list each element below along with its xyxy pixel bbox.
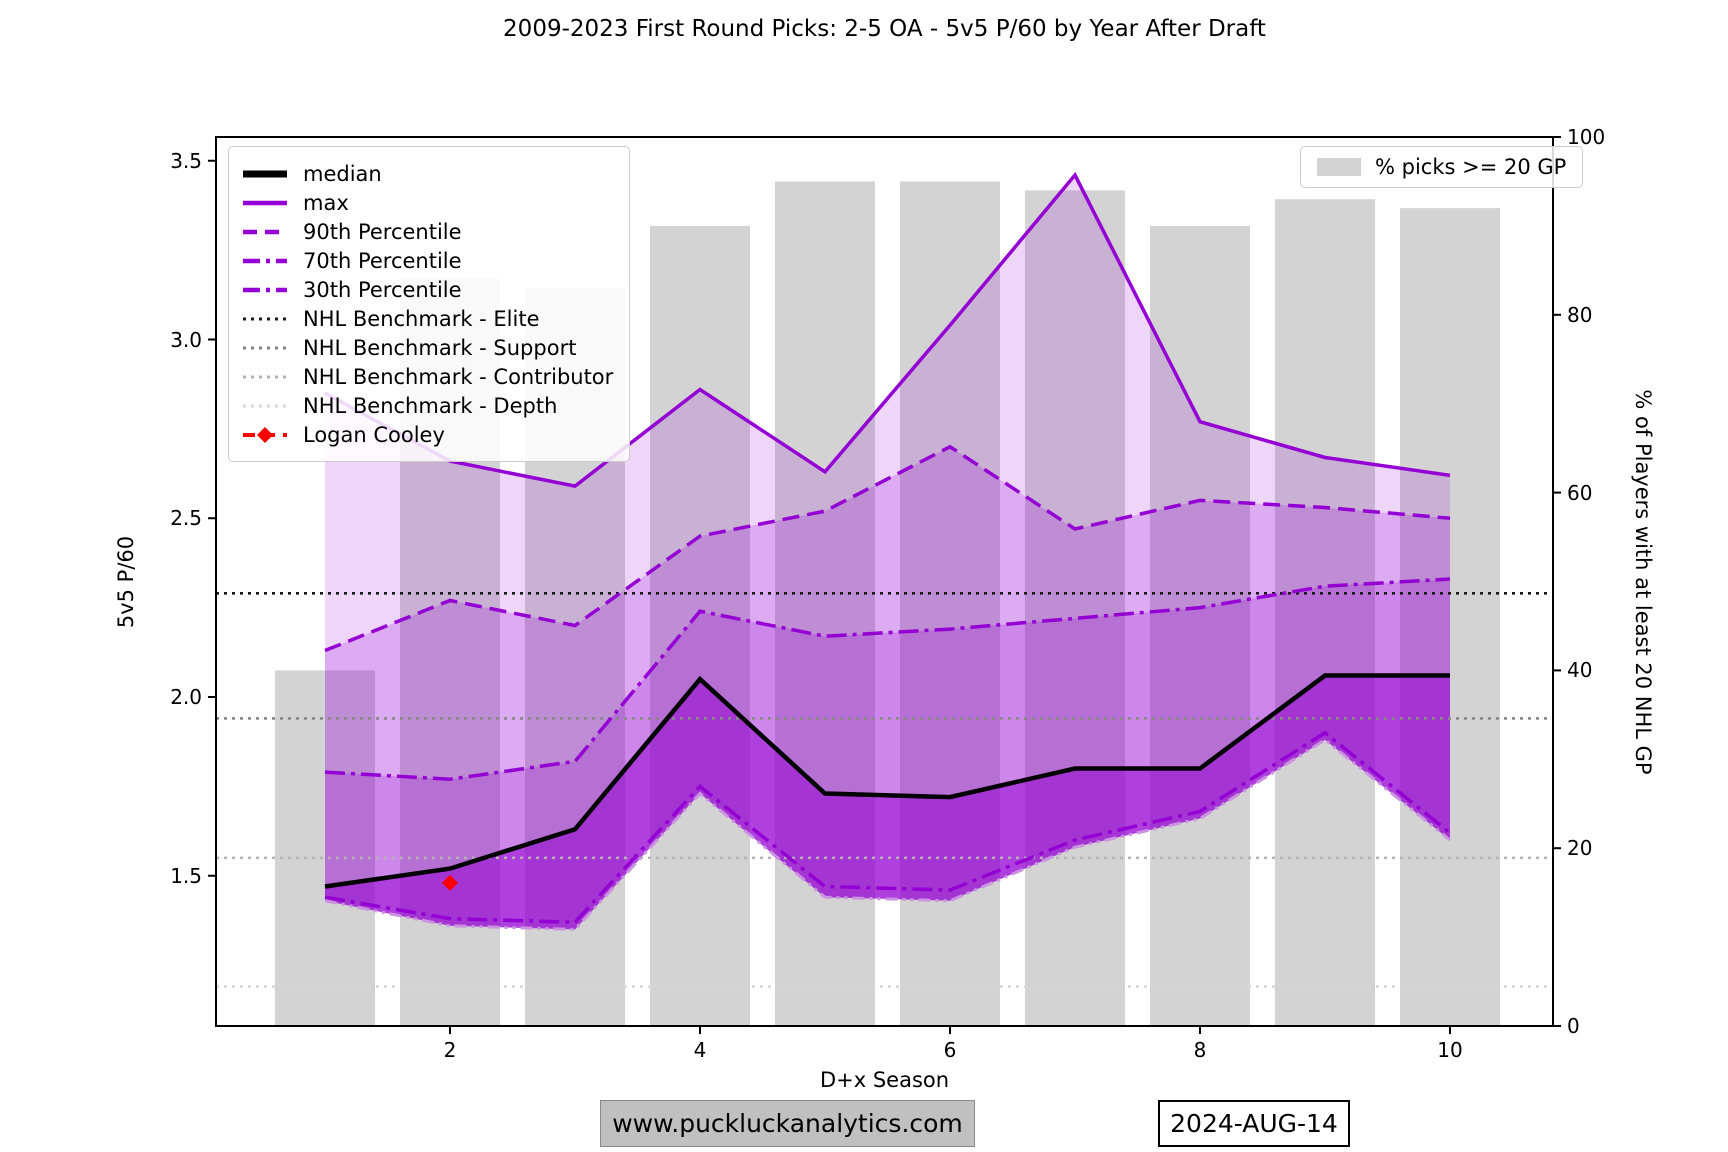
x-tick-label: 2: [443, 1038, 457, 1062]
x-tick-label: 10: [1437, 1038, 1463, 1062]
p90-line: [324, 444, 1451, 653]
max-line-sample-icon: [243, 200, 287, 205]
legend-item-label: 70th Percentile: [303, 248, 462, 273]
bench_contributor-line-sample-icon: [243, 375, 287, 378]
left-axis-label: 5v5 P/60: [114, 535, 138, 628]
chart-title: 2009-2023 First Round Picks: 2-5 OA - 5v…: [503, 16, 1266, 42]
legend-item: 70th Percentile: [241, 246, 613, 275]
right-tick-label: 80: [1567, 302, 1593, 327]
cooley-line-sample-icon: [243, 426, 287, 443]
cooley-marker: [442, 874, 458, 891]
left-tick-label: 3.5: [170, 148, 202, 173]
bench_elite-line-sample-icon: [243, 317, 287, 320]
bench_depth-line-sample-icon: [243, 404, 287, 407]
median-line-sample-icon: [243, 170, 287, 177]
bench_support-line-sample-icon: [243, 346, 287, 349]
legend-item-label: NHL Benchmark - Elite: [303, 306, 540, 331]
bar-picks-ge-20gp: [1400, 208, 1500, 1026]
min-line: [324, 738, 1451, 931]
percentile-band: [325, 675, 1450, 930]
legend-item: NHL Benchmark - Support: [241, 333, 613, 362]
legend-item: 90th Percentile: [241, 217, 613, 246]
footer-website: www.puckluckanalytics.com: [600, 1100, 975, 1147]
footer-date: 2024-AUG-14: [1158, 1100, 1350, 1147]
legend-item-label: 30th Percentile: [303, 277, 462, 302]
legend-item-label: max: [303, 190, 349, 215]
legend-item-label: 90th Percentile: [303, 219, 462, 244]
legend-item: NHL Benchmark - Contributor: [241, 362, 613, 391]
legend-item: 30th Percentile: [241, 275, 613, 304]
left-tick-label: 1.5: [170, 863, 202, 888]
bar-picks-ge-20gp: [650, 225, 750, 1026]
right-tick-label: 20: [1567, 836, 1593, 861]
legend-item-label: NHL Benchmark - Contributor: [303, 364, 614, 389]
right-tick-label: 0: [1567, 1014, 1580, 1038]
bar-legend-label: % picks >= 20 GP: [1375, 155, 1567, 179]
legend-item: median: [241, 159, 613, 188]
x-tick-label: 4: [693, 1038, 707, 1062]
right-tick-label: 100: [1567, 125, 1606, 149]
p30-line: [324, 730, 1452, 924]
legend-item-label: NHL Benchmark - Support: [303, 335, 577, 360]
legend-item-label: NHL Benchmark - Depth: [303, 393, 558, 418]
left-tick-label: 2.0: [170, 685, 202, 709]
legend-item: NHL Benchmark - Depth: [241, 391, 613, 420]
legend-item-label: median: [303, 161, 382, 186]
left-tick-label: 3.0: [170, 327, 202, 352]
bar-picks-ge-20gp: [1275, 199, 1375, 1027]
max-line: [324, 171, 1451, 488]
legend-item-label: Logan Cooley: [303, 422, 445, 447]
p70-line-sample-icon: [243, 258, 287, 263]
median-line: [324, 673, 1450, 889]
p90-line-sample-icon: [243, 229, 287, 234]
p70-line: [324, 577, 1451, 781]
bar-swatch-icon: [1317, 158, 1361, 176]
legend-item: Logan Cooley: [241, 420, 613, 449]
x-tick-label: 6: [943, 1038, 957, 1062]
percentile-band: [325, 579, 1450, 887]
plot-border: [215, 136, 1554, 1027]
x-tick-label: 8: [1193, 1038, 1207, 1062]
legend-item: max: [241, 188, 613, 217]
p30-line-sample-icon: [243, 287, 287, 292]
x-axis-label: D+x Season: [819, 1068, 950, 1092]
bar-legend: % picks >= 20 GP: [1300, 146, 1584, 188]
bar-picks-ge-20gp: [275, 670, 375, 1026]
main-legend: median max 90th Percentile 70th Percentile 3…: [228, 146, 631, 462]
legend-item: NHL Benchmark - Elite: [241, 304, 613, 333]
percentile-band: [325, 446, 1450, 780]
right-axis-label: % of Players with at least 20 NHL GP: [1631, 388, 1655, 775]
percentile-band: [325, 175, 1450, 651]
bar-picks-ge-20gp: [1025, 190, 1125, 1027]
right-tick-label: 40: [1567, 658, 1593, 683]
right-tick-label: 60: [1567, 480, 1593, 505]
left-tick-label: 2.5: [170, 506, 202, 531]
